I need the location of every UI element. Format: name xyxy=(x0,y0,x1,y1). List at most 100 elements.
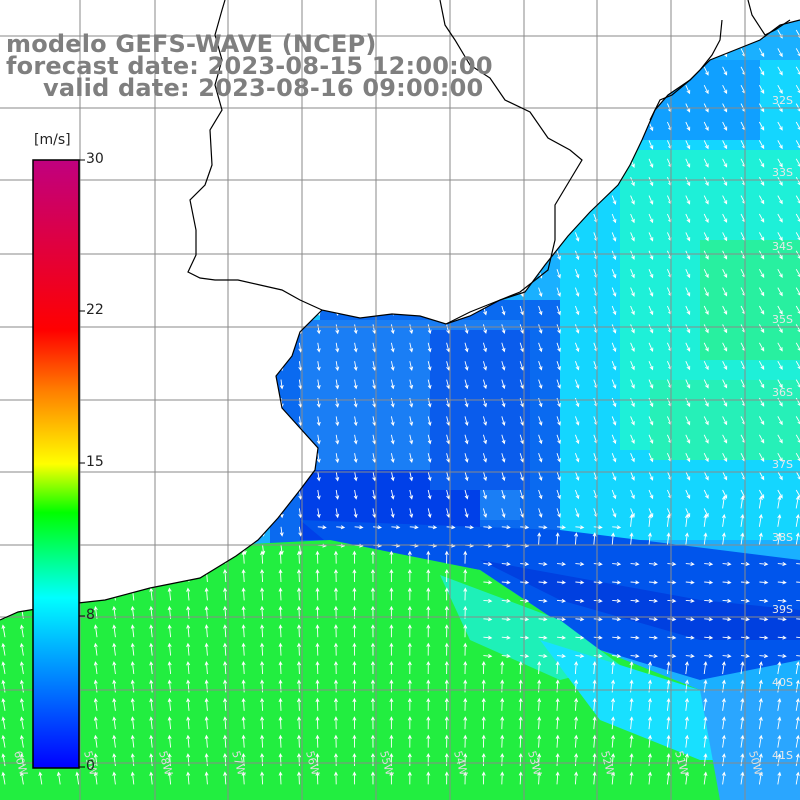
wind-arrow xyxy=(112,771,117,785)
wind-arrow xyxy=(574,269,580,279)
wind-arrow xyxy=(482,508,488,518)
lon-label-54w: 54W xyxy=(451,749,470,777)
wind-arrow xyxy=(574,661,579,675)
wind-arrow xyxy=(648,697,652,711)
colorbar-tick-30: 30 xyxy=(86,151,104,167)
wind-arrow xyxy=(463,660,468,675)
wind-arrow xyxy=(427,379,432,390)
wind-arrow xyxy=(777,213,783,223)
wind-arrow xyxy=(463,771,468,785)
wind-arrow xyxy=(611,532,616,546)
wind-arrow xyxy=(593,635,603,640)
wind-arrow xyxy=(483,598,493,603)
wind-arrow xyxy=(556,617,566,622)
wind-arrow xyxy=(353,379,358,390)
wind-arrow xyxy=(777,342,783,352)
wind-arrow xyxy=(464,324,469,335)
wind-arrow xyxy=(685,471,691,481)
wind-arrow xyxy=(446,416,451,427)
wind-arrow xyxy=(537,771,542,785)
wind-arrow xyxy=(556,305,561,316)
wind-arrow xyxy=(592,697,597,711)
wind-arrow xyxy=(648,250,654,261)
wind-arrow xyxy=(241,642,246,656)
lat-label-32s: 32S xyxy=(772,94,793,107)
wind-arrow xyxy=(352,642,357,656)
wind-arrow xyxy=(759,121,765,131)
wind-arrow xyxy=(758,532,763,546)
wind-arrow xyxy=(703,661,708,675)
wind-arrow xyxy=(279,379,284,390)
wind-arrow xyxy=(370,697,375,711)
wind-arrow xyxy=(149,734,154,748)
wind-arrow xyxy=(501,324,506,334)
wind-arrow xyxy=(464,379,469,390)
wind-arrow xyxy=(167,716,172,730)
wind-arrow xyxy=(795,514,800,527)
wind-arrow xyxy=(370,624,375,638)
wind-arrow xyxy=(426,642,431,656)
wind-arrow xyxy=(464,397,469,408)
wind-arrow xyxy=(296,624,301,638)
wind-arrow xyxy=(260,716,265,730)
wind-arrow xyxy=(648,513,652,527)
wind-arrow xyxy=(427,342,432,353)
wind-arrow xyxy=(372,525,382,530)
wind-arrow xyxy=(630,397,635,408)
wind-arrow xyxy=(519,305,524,316)
wind-arrow xyxy=(538,379,543,390)
wind-arrow xyxy=(538,654,548,659)
wind-arrow xyxy=(777,753,782,767)
wind-arrow xyxy=(464,453,469,463)
wind-arrow xyxy=(316,416,321,427)
wind-arrow xyxy=(316,324,321,335)
wind-arrow xyxy=(685,654,695,659)
wind-arrow xyxy=(722,598,732,603)
wind-arrow xyxy=(592,771,597,785)
wind-arrow xyxy=(464,525,474,530)
wind-arrow xyxy=(592,734,597,748)
latitude-labels: 32S 33S 34S 35S 36S 37S 38S 39S 40S 41S xyxy=(772,94,793,762)
wind-arrow xyxy=(704,580,714,585)
wind-arrow xyxy=(648,213,654,224)
wind-arrow xyxy=(409,324,414,335)
wind-arrow xyxy=(648,342,654,353)
wind-arrow xyxy=(574,434,580,445)
wind-arrow xyxy=(426,569,431,583)
wind-arrow xyxy=(518,753,523,767)
wind-arrow xyxy=(704,562,714,567)
wind-arrow xyxy=(112,642,117,656)
wind-arrow xyxy=(574,753,579,767)
wind-arrow xyxy=(407,771,412,785)
wind-arrow xyxy=(389,734,394,748)
wind-arrow xyxy=(167,771,172,785)
wind-arrow xyxy=(315,716,320,730)
wind-arrow xyxy=(777,452,783,462)
wind-arrow xyxy=(481,771,486,785)
wind-arrow xyxy=(409,508,414,519)
wind-arrow xyxy=(555,697,560,711)
wind-arrow xyxy=(315,624,320,638)
wind-arrow xyxy=(296,716,301,730)
wind-arrow xyxy=(298,508,303,519)
wind-arrow xyxy=(112,697,117,711)
wind-arrow xyxy=(722,140,728,150)
wind-arrow xyxy=(112,716,117,730)
wind-arrow xyxy=(390,434,395,445)
wind-arrow xyxy=(464,416,469,427)
wind-arrow xyxy=(777,416,783,426)
wind-arrow xyxy=(481,753,486,767)
wind-arrow xyxy=(335,453,340,464)
wind-arrow xyxy=(759,617,769,622)
wind-arrow xyxy=(611,342,617,353)
wind-arrow xyxy=(1,698,6,711)
wind-arrow xyxy=(703,532,708,546)
wind-arrow xyxy=(389,771,394,785)
wind-arrow xyxy=(298,489,303,500)
wind-arrow xyxy=(446,508,451,519)
wind-arrow xyxy=(464,508,469,519)
longitude-labels: 60W 59W 58W 57W 56W 55W 54W 53W 52W 51W 50W xyxy=(11,749,765,777)
wind-arrow xyxy=(354,525,364,530)
lon-label-51w: 51W xyxy=(672,749,691,777)
wind-arrow xyxy=(463,624,468,638)
